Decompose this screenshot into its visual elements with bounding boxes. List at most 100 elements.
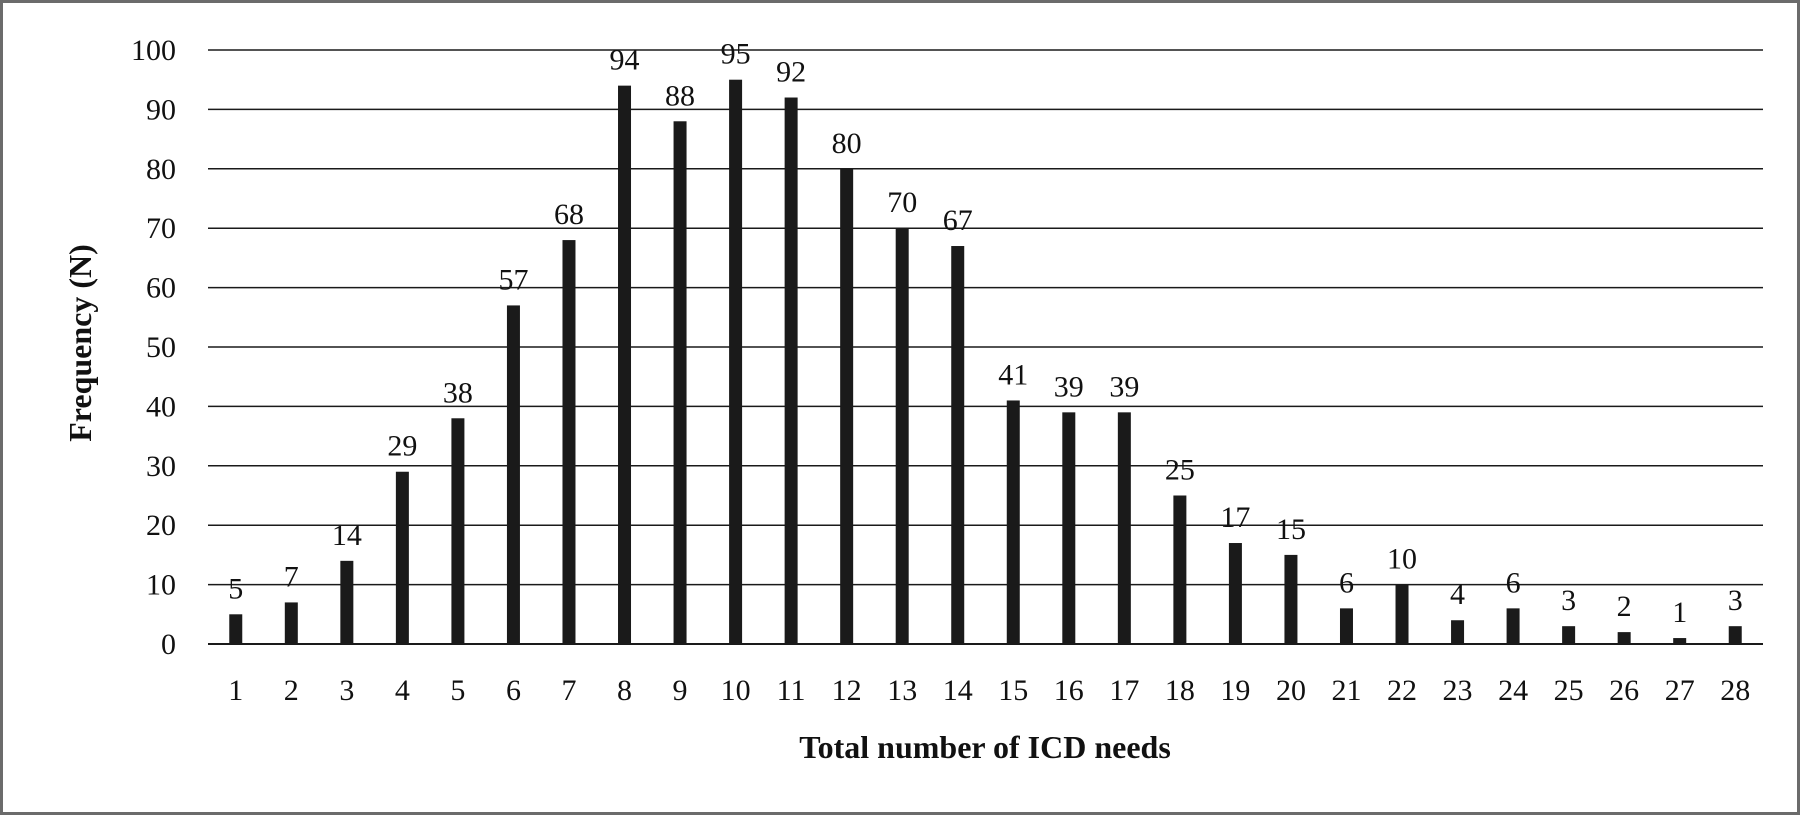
- bar: [506, 305, 520, 644]
- bar: [340, 560, 354, 644]
- data-label: 2: [1617, 590, 1632, 623]
- x-tick-label: 15: [998, 674, 1028, 707]
- bar: [1506, 608, 1520, 644]
- data-label: 29: [387, 430, 417, 463]
- bar: [618, 85, 632, 644]
- y-tick-label: 10: [146, 569, 176, 602]
- bar: [673, 121, 687, 644]
- x-tick-label: 17: [1109, 674, 1139, 707]
- bars: [229, 79, 1742, 645]
- data-label: 6: [1506, 566, 1521, 599]
- x-tick-label: 28: [1720, 674, 1750, 707]
- x-tick-label: 16: [1054, 674, 1084, 707]
- x-tick-label: 21: [1331, 674, 1361, 707]
- bar: [1562, 626, 1576, 644]
- x-tick-label: 22: [1387, 674, 1417, 707]
- x-tick-labels: 1 2 3 4 5 6 7 8 9 10 11 12 13 14 15 16 17 18 19 20 21 22 23 24 2…: [228, 674, 1750, 707]
- y-axis-title: Frequency (N): [62, 244, 98, 442]
- data-label: 38: [443, 376, 473, 409]
- bar: [1006, 400, 1020, 644]
- bar: [562, 240, 576, 644]
- bar: [784, 97, 798, 644]
- x-tick-label: 8: [617, 674, 632, 707]
- x-tick-label: 25: [1554, 674, 1584, 707]
- bar: [1173, 495, 1187, 644]
- data-label: 1: [1672, 596, 1687, 629]
- bar: [1117, 412, 1131, 644]
- data-label: 92: [776, 56, 806, 89]
- data-label: 5: [228, 572, 243, 605]
- x-tick-label: 1: [228, 674, 243, 707]
- data-label: 68: [554, 198, 584, 231]
- data-label: 6: [1339, 566, 1354, 599]
- x-tick-label: 14: [943, 674, 973, 707]
- data-label: 57: [498, 263, 528, 296]
- bar: [895, 228, 909, 644]
- data-label: 3: [1728, 584, 1743, 617]
- bar: [451, 418, 465, 644]
- data-label: 94: [610, 44, 640, 77]
- data-label: 95: [721, 38, 751, 71]
- bar: [840, 168, 854, 645]
- bar: [951, 246, 965, 644]
- x-tick-label: 23: [1443, 674, 1473, 707]
- data-label: 88: [665, 79, 695, 112]
- x-tick-label: 27: [1665, 674, 1695, 707]
- data-label: 3: [1561, 584, 1576, 617]
- data-label: 14: [332, 519, 362, 552]
- bar: [1395, 584, 1409, 644]
- data-label: 7: [284, 560, 299, 593]
- x-axis-title: Total number of ICD needs: [799, 729, 1171, 765]
- bar: [1451, 620, 1465, 644]
- bar: [284, 602, 298, 644]
- data-label: 25: [1165, 454, 1195, 487]
- data-label: 10: [1387, 543, 1417, 576]
- x-tick-label: 4: [395, 674, 410, 707]
- data-label: 4: [1450, 578, 1465, 611]
- data-label: 67: [943, 204, 973, 237]
- data-label: 39: [1109, 370, 1139, 403]
- x-tick-label: 5: [450, 674, 465, 707]
- y-tick-label: 80: [146, 153, 176, 186]
- x-tick-label: 9: [673, 674, 688, 707]
- x-tick-label: 24: [1498, 674, 1528, 707]
- bar: [1284, 554, 1298, 644]
- x-tick-label: 10: [721, 674, 751, 707]
- y-tick-labels: 0 10 20 30 40 50 60 70 80 90 100: [131, 34, 176, 661]
- x-tick-label: 20: [1276, 674, 1306, 707]
- x-tick-label: 7: [561, 674, 576, 707]
- x-tick-label: 13: [887, 674, 917, 707]
- y-tick-label: 30: [146, 450, 176, 483]
- bar: [229, 614, 243, 644]
- x-tick-label: 11: [777, 674, 806, 707]
- x-tick-label: 26: [1609, 674, 1639, 707]
- y-tick-label: 100: [131, 34, 176, 67]
- data-label: 70: [887, 186, 917, 219]
- data-label: 80: [832, 127, 862, 160]
- bar: [395, 471, 409, 644]
- gridlines: [208, 49, 1763, 645]
- y-tick-label: 50: [146, 331, 176, 364]
- data-label: 17: [1220, 501, 1250, 534]
- data-label: 41: [998, 358, 1028, 391]
- bar: [729, 79, 743, 644]
- x-tick-label: 6: [506, 674, 521, 707]
- data-label: 15: [1276, 513, 1306, 546]
- bar: [1062, 412, 1076, 644]
- y-tick-label: 0: [161, 628, 176, 661]
- bar: [1728, 626, 1742, 644]
- y-tick-label: 40: [146, 390, 176, 423]
- x-tick-label: 12: [832, 674, 862, 707]
- x-tick-label: 2: [284, 674, 299, 707]
- y-tick-label: 70: [146, 212, 176, 245]
- bar: [1617, 632, 1631, 644]
- bar: [1228, 543, 1242, 644]
- x-tick-label: 3: [339, 674, 354, 707]
- y-tick-label: 90: [146, 93, 176, 126]
- y-tick-label: 20: [146, 509, 176, 542]
- y-tick-label: 60: [146, 272, 176, 305]
- bar: [1339, 608, 1353, 644]
